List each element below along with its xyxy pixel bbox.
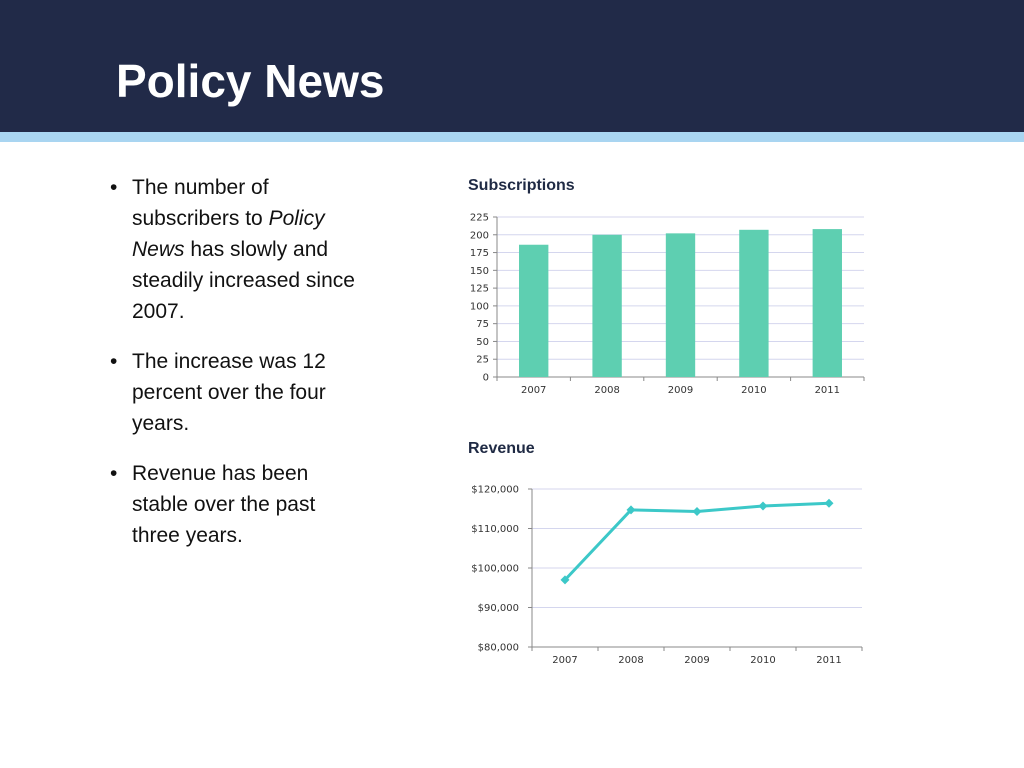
y-tick-label: 0	[483, 373, 489, 384]
revenue-line-chart: $80,000 $90,000 $100,000 $110,000 $120,000 20…	[471, 485, 863, 666]
x-tick-label: 2011	[816, 655, 841, 666]
x-tick-label: 2011	[815, 385, 840, 396]
title-banner-stripe	[0, 132, 1024, 142]
bullet-text: Revenue has been stable over the past th…	[132, 462, 316, 547]
y-tick-label: 50	[476, 337, 489, 348]
x-tick-label: 2007	[552, 655, 577, 666]
bullet-item: Revenue has been stable over the past th…	[110, 458, 365, 551]
x-tick-label: 2010	[750, 655, 775, 666]
y-tick-label: $110,000	[471, 524, 519, 535]
bullet-list: The number of subscribers to Policy News…	[110, 172, 365, 570]
y-tick-label: 150	[470, 266, 489, 277]
x-tick-label: 2009	[668, 385, 693, 396]
y-tick-label: $80,000	[478, 643, 519, 654]
revenue-chart-title: Revenue	[468, 440, 535, 457]
y-tick-label: 75	[476, 319, 489, 330]
bullet-text: The increase was 12 percent over the fou…	[132, 350, 326, 435]
bullet-text: has slowly and steadily increased since …	[132, 238, 355, 323]
y-tick-label: $100,000	[471, 564, 519, 575]
subscriptions-chart-title: Subscriptions	[468, 177, 575, 194]
y-tick-label: 225	[470, 213, 489, 224]
bar	[519, 244, 549, 377]
bullet-item: The number of subscribers to Policy News…	[110, 172, 365, 327]
x-tick-label: 2008	[618, 655, 643, 666]
data-point	[626, 505, 636, 515]
bullet-item: The increase was 12 percent over the fou…	[110, 346, 365, 439]
bar	[739, 229, 769, 377]
data-point	[824, 498, 834, 508]
x-tick-label: 2007	[521, 385, 546, 396]
bar	[665, 233, 696, 377]
slide-title: Policy News	[116, 55, 385, 107]
bullet-text: The number of subscribers to	[132, 176, 269, 230]
y-tick-label: 200	[470, 230, 489, 241]
x-tick-label: 2010	[741, 385, 766, 396]
y-tick-label: 100	[470, 301, 489, 312]
bullet-emphasis: Policy News	[132, 207, 325, 261]
y-tick-label: 125	[470, 284, 489, 295]
data-point	[692, 507, 702, 517]
data-point	[758, 501, 768, 511]
x-tick-label: 2008	[594, 385, 619, 396]
bar	[812, 229, 842, 377]
y-tick-label: 25	[476, 355, 489, 366]
y-tick-label: 175	[470, 248, 489, 259]
x-tick-label: 2009	[684, 655, 709, 666]
y-tick-label: $120,000	[471, 485, 519, 496]
data-point	[560, 575, 570, 585]
bar	[592, 234, 622, 377]
subscriptions-bar-chart: 0 25 50 75 100 125 150 175 200 225 2007 2008 2009 201…	[470, 213, 865, 396]
title-banner	[0, 0, 1024, 132]
y-tick-label: $90,000	[478, 603, 519, 614]
